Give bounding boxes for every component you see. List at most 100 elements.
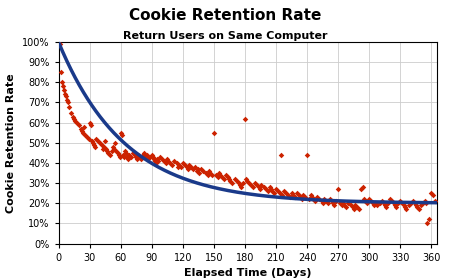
- Point: [135, 153, 142, 157]
- Point: [227, 179, 234, 183]
- Point: [208, 173, 216, 177]
- Point: [330, 203, 338, 207]
- Point: [241, 116, 248, 121]
- Point: [411, 201, 418, 206]
- Point: [142, 155, 149, 159]
- Point: [110, 144, 117, 149]
- Point: [368, 199, 375, 204]
- Point: [345, 201, 352, 206]
- Point: [150, 157, 158, 161]
- Point: [171, 159, 178, 163]
- Point: [204, 173, 211, 177]
- Point: [360, 197, 368, 202]
- Point: [130, 151, 137, 155]
- Point: [85, 137, 92, 141]
- Point: [272, 187, 279, 192]
- Point: [99, 147, 107, 151]
- Point: [206, 171, 213, 175]
- Point: [195, 167, 202, 171]
- Point: [57, 70, 64, 74]
- Point: [299, 193, 306, 197]
- Point: [285, 193, 292, 197]
- Point: [120, 155, 127, 159]
- Point: [252, 181, 259, 185]
- Point: [329, 201, 337, 206]
- Point: [260, 185, 267, 189]
- X-axis label: Elapsed Time (Days): Elapsed Time (Days): [184, 268, 311, 278]
- Point: [423, 201, 430, 206]
- Point: [426, 217, 433, 222]
- Point: [278, 153, 285, 157]
- Point: [174, 165, 181, 169]
- Point: [403, 207, 410, 212]
- Point: [69, 114, 76, 119]
- Point: [312, 199, 319, 204]
- Point: [254, 183, 261, 187]
- Point: [258, 183, 265, 187]
- Point: [262, 187, 269, 192]
- Point: [225, 175, 232, 179]
- Point: [233, 179, 240, 183]
- Point: [279, 193, 286, 197]
- Point: [353, 205, 360, 209]
- Point: [198, 167, 205, 171]
- Point: [419, 201, 427, 206]
- Point: [229, 181, 236, 185]
- Point: [245, 181, 252, 185]
- Point: [243, 177, 250, 181]
- Point: [407, 201, 414, 206]
- Point: [118, 132, 125, 137]
- Point: [432, 199, 439, 204]
- Point: [372, 201, 379, 206]
- Point: [146, 155, 153, 159]
- Point: [112, 141, 119, 145]
- Point: [291, 195, 298, 199]
- Point: [428, 191, 435, 195]
- Point: [371, 203, 378, 207]
- Point: [270, 191, 278, 195]
- Point: [196, 171, 203, 175]
- Point: [123, 155, 130, 159]
- Point: [298, 197, 306, 202]
- Point: [184, 167, 192, 171]
- Point: [80, 130, 87, 135]
- Text: Cookie Retention Rate: Cookie Retention Rate: [129, 8, 321, 24]
- Point: [337, 201, 344, 206]
- Point: [149, 155, 156, 159]
- Point: [86, 120, 93, 125]
- Point: [151, 159, 158, 163]
- Point: [100, 144, 108, 149]
- Point: [326, 197, 333, 202]
- Point: [310, 197, 317, 202]
- Point: [148, 153, 155, 157]
- Point: [380, 201, 387, 206]
- Point: [104, 149, 111, 153]
- Point: [141, 151, 148, 155]
- Point: [216, 171, 223, 175]
- Point: [81, 124, 88, 129]
- Point: [58, 80, 65, 85]
- Point: [250, 185, 257, 189]
- Point: [133, 155, 140, 159]
- Point: [378, 199, 385, 204]
- Y-axis label: Cookie Retention Rate: Cookie Retention Rate: [6, 73, 16, 213]
- Point: [205, 169, 212, 173]
- Point: [303, 153, 310, 157]
- Text: Return Users on Same Computer: Return Users on Same Computer: [123, 31, 327, 41]
- Point: [388, 199, 396, 204]
- Point: [210, 130, 217, 135]
- Point: [72, 118, 79, 123]
- Point: [297, 195, 305, 199]
- Point: [324, 201, 331, 206]
- Point: [308, 193, 315, 197]
- Point: [415, 207, 423, 212]
- Point: [143, 153, 150, 157]
- Point: [319, 201, 326, 206]
- Point: [82, 132, 89, 137]
- Point: [122, 151, 130, 155]
- Point: [396, 199, 404, 204]
- Point: [71, 116, 78, 121]
- Point: [183, 165, 190, 169]
- Point: [127, 155, 135, 159]
- Point: [107, 153, 114, 157]
